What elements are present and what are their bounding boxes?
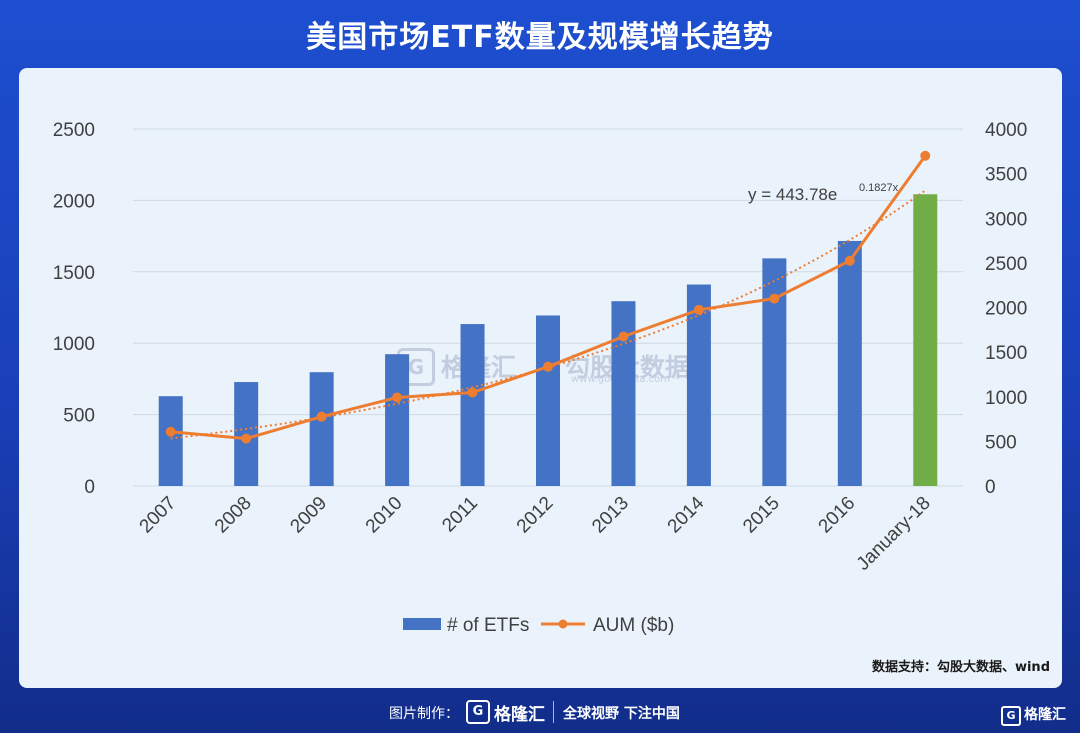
x-tick-label: January-18 <box>853 493 935 575</box>
x-tick-label: 2008 <box>211 493 256 538</box>
bar <box>913 194 938 487</box>
x-tick-label: 2007 <box>136 493 181 538</box>
y-right-tick-label: 3000 <box>985 209 1027 230</box>
x-tick-label: 2010 <box>362 493 407 538</box>
y-left-tick-label: 1500 <box>53 263 95 284</box>
aum-point <box>920 150 931 161</box>
bar <box>158 396 183 486</box>
corner-brand: 格隆汇 <box>1024 707 1066 723</box>
bar <box>762 258 787 486</box>
y-right-tick-label: 2000 <box>985 299 1027 320</box>
y-right-tick-label: 500 <box>985 432 1017 453</box>
data-source: 数据支持：勾股大数据、wind <box>871 660 1050 675</box>
chart-title: 美国市场ETF数量及规模增长趋势 <box>306 20 774 55</box>
footer: 图片制作： G 格隆汇 全球视野 下注中国 G 格隆汇 <box>0 698 1080 728</box>
aum-point <box>693 304 704 315</box>
legend-swatch-bars <box>403 618 441 630</box>
trendline-equation: y = 443.78e <box>748 185 837 204</box>
y-left-tick-label: 2000 <box>53 191 95 212</box>
legend-marker-line <box>558 619 568 629</box>
bar <box>536 315 560 486</box>
bar <box>611 301 636 486</box>
aum-point <box>392 392 403 403</box>
bar <box>385 354 410 486</box>
trendline <box>170 189 926 440</box>
y-right-tick-label: 3500 <box>985 165 1027 186</box>
y-left-tick-label: 2500 <box>53 120 95 141</box>
aum-point <box>165 426 176 437</box>
y-right-tick-label: 4000 <box>985 120 1027 141</box>
x-tick-label: 2011 <box>438 493 482 537</box>
corner-logo-icon: G <box>1001 706 1021 726</box>
chart-svg: 0 500 1000 1500 2000 2500 0 500 1000 1500 2000 2500… <box>53 120 1028 636</box>
footer-slogan: 全球视野 下注中国 <box>563 706 680 722</box>
x-tick-label: 2014 <box>664 492 709 537</box>
y-left-tick-label: 500 <box>63 406 95 427</box>
brand-logo-icon: G <box>466 700 490 724</box>
aum-point <box>316 411 327 422</box>
x-tick-label: 2013 <box>588 493 633 538</box>
footer-divider <box>553 701 554 723</box>
trendline-exponent: 0.1827x <box>859 182 899 194</box>
bar <box>837 240 862 486</box>
bar <box>309 372 334 486</box>
aum-point <box>241 433 252 444</box>
x-tick-label: 2015 <box>739 493 784 538</box>
x-tick-label: 2009 <box>286 493 331 538</box>
x-tick-label: 2016 <box>815 493 860 538</box>
y-right-tick-label: 1500 <box>985 343 1027 364</box>
aum-point <box>467 387 478 398</box>
legend-label-bars: # of ETFs <box>447 615 529 636</box>
aum-point <box>844 255 855 266</box>
bar <box>460 324 485 486</box>
y-right-tick-label: 0 <box>985 477 996 498</box>
y-right-tick-label: 2500 <box>985 254 1027 275</box>
aum-point <box>618 331 629 342</box>
legend-label-line: AUM ($b) <box>593 615 674 636</box>
aum-point <box>543 361 553 372</box>
y-left-tick-label: 0 <box>84 477 95 498</box>
y-left-tick-label: 1000 <box>53 334 95 355</box>
footer-brand: 格隆汇 <box>494 705 545 725</box>
y-right-tick-label: 1000 <box>985 388 1027 409</box>
chart-panel: G 格隆汇 勾股大数据 www.gogudata.com 05001000150… <box>19 68 1062 688</box>
x-tick-label: 2012 <box>513 493 558 538</box>
aum-point <box>769 293 780 304</box>
footer-credit: 图片制作： <box>389 706 459 722</box>
